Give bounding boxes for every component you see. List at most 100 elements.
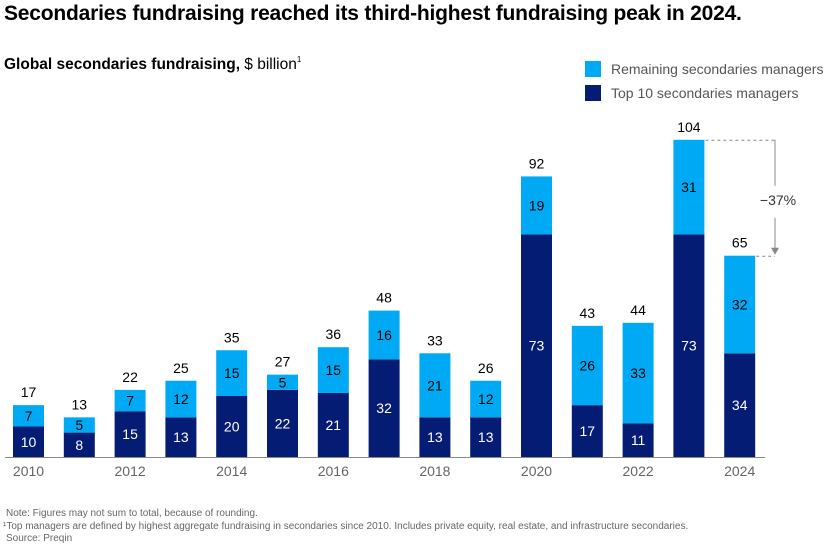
data-label-remaining-2018: 21 [427,377,443,393]
annotation-label: −37% [760,192,796,208]
total-label-2018: 33 [427,332,443,348]
data-label-top10-2020: 73 [529,338,545,354]
data-label-top10-2012: 15 [122,426,138,442]
data-label-top10-2023: 73 [681,338,697,354]
data-label-remaining-2021: 26 [580,358,596,374]
data-label-remaining-2013: 12 [173,391,189,407]
x-tick-label-2010: 2010 [13,463,44,479]
data-label-remaining-2019: 12 [478,391,494,407]
bar-top10-2021 [571,405,603,457]
bar-remaining-2015 [267,374,298,390]
total-label-2013: 25 [173,360,189,376]
bar-top10-2023 [673,234,705,457]
data-label-remaining-2020: 19 [529,197,545,213]
bar-remaining-2021 [571,325,603,406]
legend-label-top10: Top 10 secondaries managers [611,85,799,101]
note-definition: ¹Top managers are defined by highest agg… [3,521,689,532]
bar-top10-2013 [165,417,197,457]
data-label-remaining-2010: 7 [25,408,33,424]
bar-top10-2019 [470,417,502,457]
data-label-top10-2017: 32 [376,400,392,416]
bar-top10-2024 [724,353,756,457]
total-label-2019: 26 [478,360,494,376]
bar-remaining-2018 [419,353,451,418]
data-label-remaining-2015: 5 [279,374,287,390]
legend-label-remaining: Remaining secondaries managers [611,61,824,77]
x-tick-label-2018: 2018 [419,463,450,479]
total-label-2016: 36 [326,326,342,342]
x-tick-label-2014: 2014 [216,463,247,479]
bar-remaining-2016 [317,347,349,393]
total-label-2021: 43 [580,305,596,321]
data-label-top10-2015: 22 [275,415,291,431]
data-label-remaining-2014: 15 [224,365,240,381]
legend-item-top10: Top 10 secondaries managers [585,81,823,105]
data-label-remaining-2012: 7 [126,393,134,409]
total-label-2020: 92 [529,155,545,171]
bar-remaining-2011 [63,417,95,433]
bar-remaining-2022 [622,322,654,424]
total-label-2017: 48 [376,290,392,306]
bar-remaining-2013 [165,380,197,418]
data-label-top10-2019: 13 [478,429,494,445]
data-label-top10-2011: 8 [75,437,83,453]
note-source: Source: Preqin [6,533,73,544]
data-label-remaining-2011: 5 [75,417,83,433]
x-tick-label-2020: 2020 [521,463,552,479]
bar-top10-2018 [419,417,451,457]
data-label-top10-2018: 13 [427,429,443,445]
x-tick-label-2022: 2022 [623,463,654,479]
subtitle-bold: Global secondaries fundraising, [4,56,240,73]
data-label-top10-2010: 10 [21,434,37,450]
legend-swatch-top10 [585,85,601,101]
bar-remaining-2014 [216,350,248,396]
bar-top10-2012 [114,411,146,457]
footnote-mark: 1 [296,55,302,64]
bar-top10-2017 [368,359,400,457]
data-label-top10-2013: 13 [173,429,189,445]
x-tick-label-2012: 2012 [115,463,146,479]
bar-remaining-2010 [13,405,44,427]
total-label-2022: 44 [630,302,646,318]
chart-title: Secondaries fundraising reached its thir… [4,2,742,25]
chart-subtitle: Global secondaries fundraising, $ billio… [4,55,301,74]
data-label-remaining-2017: 16 [376,327,392,343]
bar-remaining-2024 [724,255,756,354]
data-label-top10-2021: 17 [580,423,596,439]
bar-top10-2015 [267,389,298,457]
data-label-remaining-2024: 32 [732,297,748,313]
data-label-remaining-2016: 15 [326,362,342,378]
total-label-2024: 65 [732,235,748,251]
legend-swatch-remaining [585,61,601,77]
subtitle-unit: $ billion [240,56,297,73]
total-label-2015: 27 [275,354,291,370]
data-label-top10-2016: 21 [326,417,342,433]
bar-remaining-2017 [368,310,400,360]
x-tick-label-2024: 2024 [724,463,755,479]
bar-top10-2016 [317,392,349,457]
data-label-top10-2014: 20 [224,419,240,435]
bar-top10-2011 [63,432,95,457]
annotation-arrowhead [771,247,779,255]
legend: Remaining secondaries managers Top 10 se… [585,57,823,105]
bar-top10-2020 [521,234,552,457]
bar-remaining-2012 [114,389,146,412]
data-label-remaining-2022: 33 [630,365,646,381]
total-label-2012: 22 [122,369,138,385]
note-rounding: Note: Figures may not sum to total, beca… [6,508,258,519]
total-label-2010: 17 [21,384,37,400]
legend-item-remaining: Remaining secondaries managers [585,57,823,81]
data-label-top10-2022: 11 [631,432,646,448]
total-label-2011: 13 [72,396,88,412]
total-label-2023: 104 [677,119,701,135]
data-label-top10-2024: 34 [732,397,748,413]
bar-top10-2010 [13,426,44,457]
bar-top10-2014 [216,396,248,457]
x-tick-label-2016: 2016 [318,463,349,479]
bar-top10-2022 [622,423,654,457]
bar-remaining-2020 [521,176,552,235]
total-label-2014: 35 [224,329,240,345]
bar-remaining-2023 [673,139,705,235]
bar-remaining-2019 [470,380,502,418]
